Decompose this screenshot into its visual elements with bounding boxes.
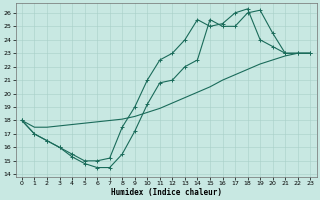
- X-axis label: Humidex (Indice chaleur): Humidex (Indice chaleur): [111, 188, 221, 197]
